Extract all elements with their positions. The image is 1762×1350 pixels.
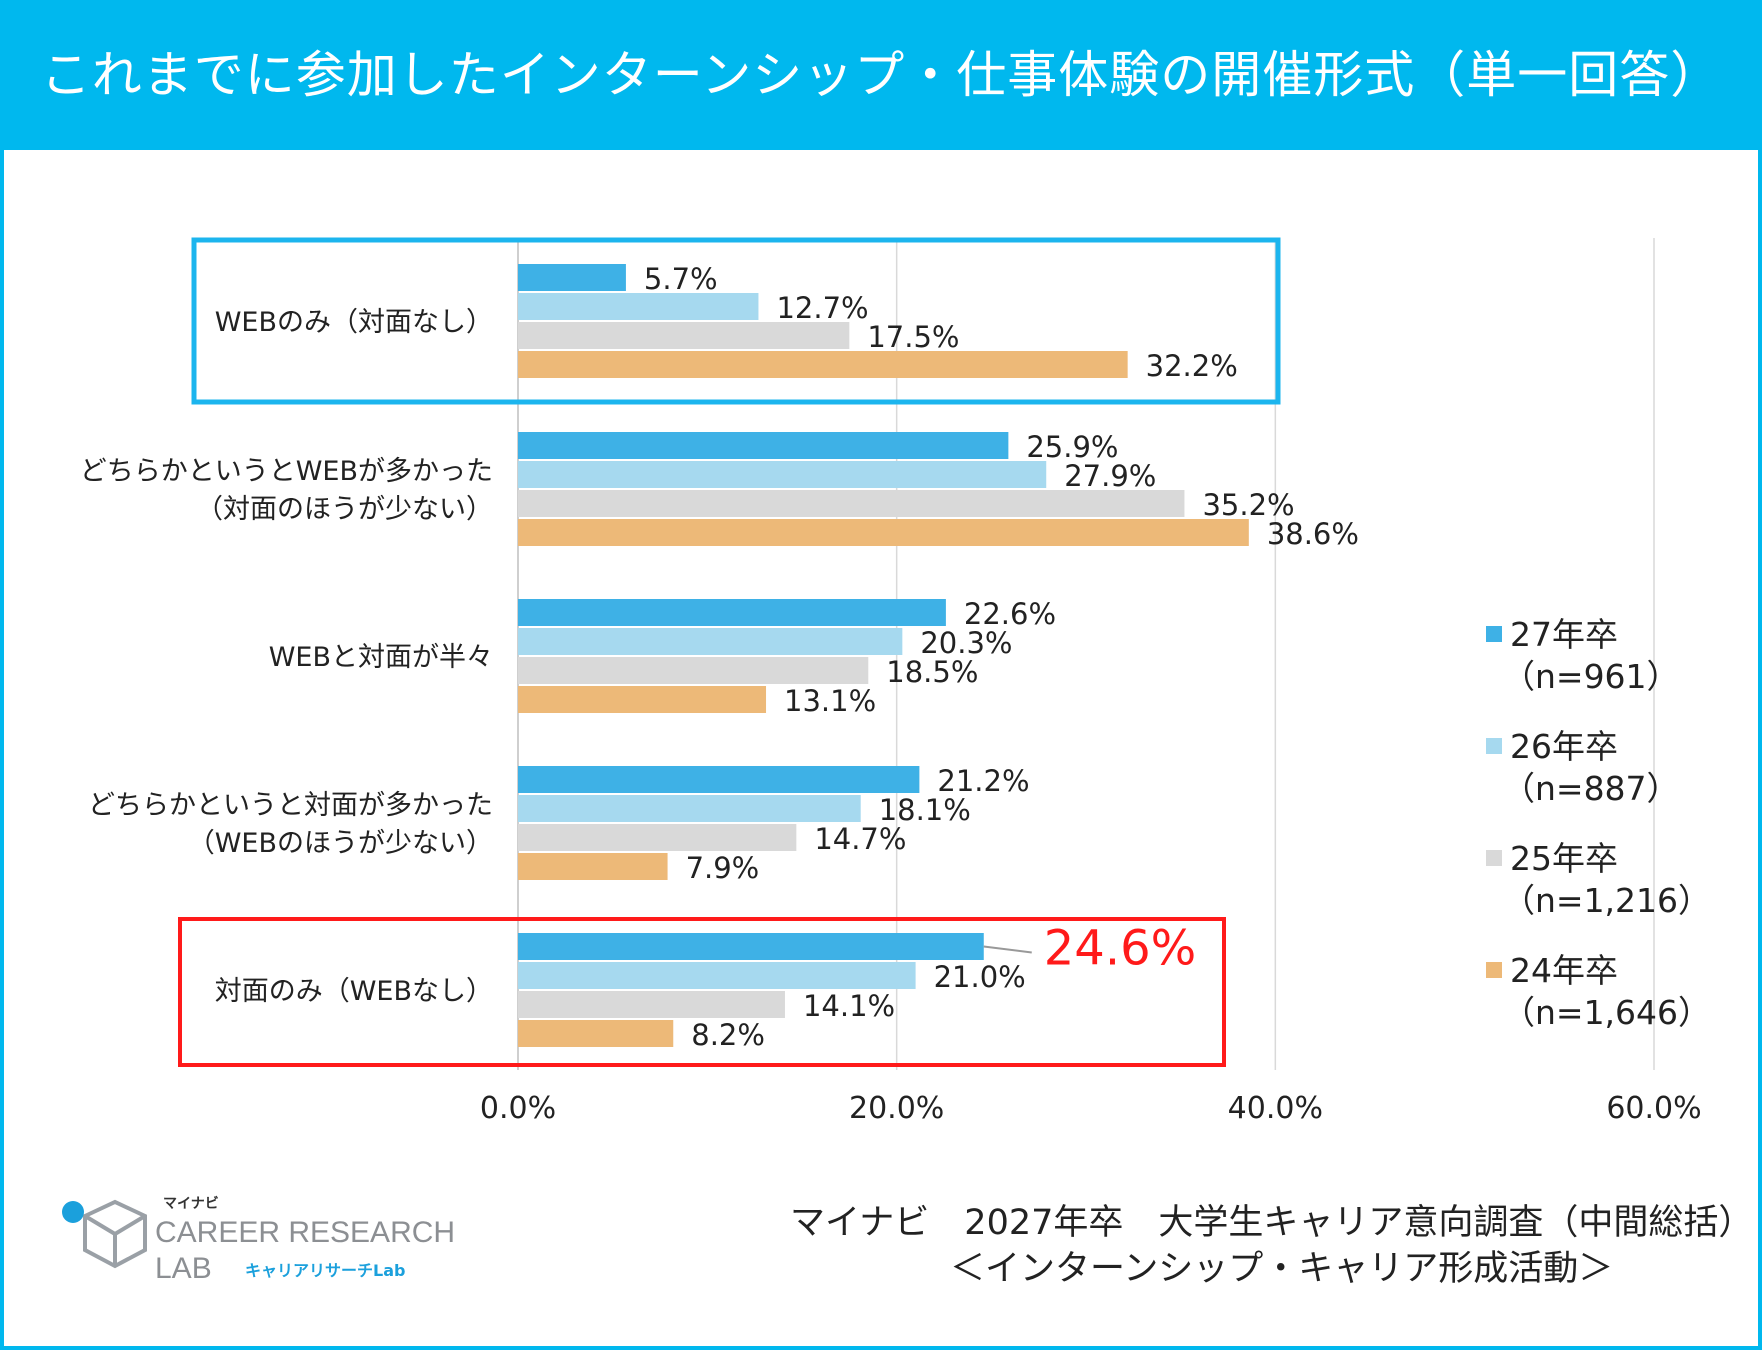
legend-label: 24年卒 xyxy=(1510,951,1618,990)
data-label: 22.6% xyxy=(964,597,1056,631)
logo-dot-icon xyxy=(62,1201,84,1223)
data-label: 17.5% xyxy=(867,320,959,354)
bar xyxy=(518,293,759,320)
legend-n: （n=1,646） xyxy=(1502,993,1711,1032)
data-label: 8.2% xyxy=(691,1018,765,1052)
bar xyxy=(518,322,850,349)
data-label: 38.6% xyxy=(1267,517,1359,551)
category-label: どちらかというとWEBが多かった xyxy=(80,456,493,487)
logo-tagline: キャリアリサーチLab xyxy=(245,1261,405,1280)
category-label: WEBと対面が半々 xyxy=(269,642,493,673)
data-label: 20.3% xyxy=(920,626,1012,660)
leader-line xyxy=(983,945,1032,954)
legend-swatch xyxy=(1486,850,1502,866)
category-label: どちらかというと対面が多かった xyxy=(88,790,493,821)
bar xyxy=(518,795,861,822)
logo-mark: マイナビ CAREER RESEARCH LAB キャリアリサーチLab xyxy=(62,1196,455,1285)
legend-label: 25年卒 xyxy=(1510,839,1618,878)
source-line-2: ＜インターンシップ・キャリア形成活動＞ xyxy=(950,1249,1614,1289)
bar xyxy=(518,991,785,1018)
data-label: 18.1% xyxy=(879,793,971,827)
bar xyxy=(518,933,984,960)
highlight-label: 24.6% xyxy=(1044,921,1196,977)
chart-title: これまでに参加したインターンシップ・仕事体験の開催形式（単一回答） xyxy=(40,46,1722,104)
bar xyxy=(518,628,903,655)
data-label: 35.2% xyxy=(1202,488,1294,522)
bar xyxy=(518,432,1009,459)
legend-label: 26年卒 xyxy=(1510,727,1618,766)
data-label: 14.1% xyxy=(803,989,895,1023)
category-label: （WEBのほうが少ない） xyxy=(188,828,493,859)
bar xyxy=(518,461,1047,488)
bar xyxy=(518,686,767,713)
highlight-box-first xyxy=(191,237,1281,405)
category-label: WEBのみ（対面なし） xyxy=(215,307,493,338)
data-label: 5.7% xyxy=(644,262,718,296)
legend-n: （n=961） xyxy=(1502,657,1680,696)
cube-icon xyxy=(83,1199,147,1269)
data-label: 21.0% xyxy=(934,960,1026,994)
bar xyxy=(518,657,869,684)
data-label: 14.7% xyxy=(814,822,906,856)
header-bar: これまでに参加したインターンシップ・仕事体験の開催形式（単一回答） xyxy=(0,0,1762,150)
x-tick-label: 20.0% xyxy=(849,1091,944,1126)
bar-chart: 0.0% 20.0% 40.0% 60.0% 5.7% 12.7%17.5% 32.2% WE… xyxy=(80,237,1711,1126)
bar xyxy=(518,853,668,880)
source-line-1: マイナビ 2027年卒 大学生キャリア意向調査（中間総括） xyxy=(790,1203,1754,1243)
bar xyxy=(518,824,797,851)
data-label: 13.1% xyxy=(784,684,876,718)
career-research-lab-logo: マイナビ CAREER RESEARCH LAB キャリアリサーチLab xyxy=(55,1190,475,1294)
bar xyxy=(518,490,1185,517)
data-label: 27.9% xyxy=(1064,459,1156,493)
category-label: 対面のみ（WEBなし） xyxy=(215,976,493,1007)
category-label: （対面のほうが少ない） xyxy=(196,494,493,525)
x-tick-label: 40.0% xyxy=(1228,1091,1323,1126)
bar xyxy=(518,766,920,793)
bar xyxy=(518,962,916,989)
bar xyxy=(518,1020,674,1047)
logo-line1: CAREER RESEARCH xyxy=(155,1216,455,1249)
data-label: 18.5% xyxy=(886,655,978,689)
bar xyxy=(518,599,946,626)
data-label: 32.2% xyxy=(1146,349,1238,383)
data-label: 12.7% xyxy=(776,291,868,325)
bar xyxy=(518,519,1249,546)
bar xyxy=(518,264,626,291)
logo-brand-small: マイナビ xyxy=(163,1196,219,1212)
data-label: 7.9% xyxy=(686,851,760,885)
source-note: マイナビ 2027年卒 大学生キャリア意向調査（中間総括） ＜インターンシップ・… xyxy=(790,1200,1754,1292)
legend-swatch xyxy=(1486,738,1502,754)
highlight-box-last xyxy=(178,917,1226,1067)
x-tick-label: 60.0% xyxy=(1606,1091,1701,1126)
legend-swatch xyxy=(1486,626,1502,642)
legend-n: （n=1,216） xyxy=(1502,881,1711,920)
legend-swatch xyxy=(1486,962,1502,978)
legend-label: 27年卒 xyxy=(1510,615,1618,654)
logo-line2: LAB xyxy=(155,1252,212,1285)
bar xyxy=(518,351,1128,378)
data-label: 21.2% xyxy=(937,764,1029,798)
legend-n: （n=887） xyxy=(1502,769,1680,808)
data-label: 25.9% xyxy=(1026,430,1118,464)
x-tick-label: 0.0% xyxy=(480,1091,556,1126)
